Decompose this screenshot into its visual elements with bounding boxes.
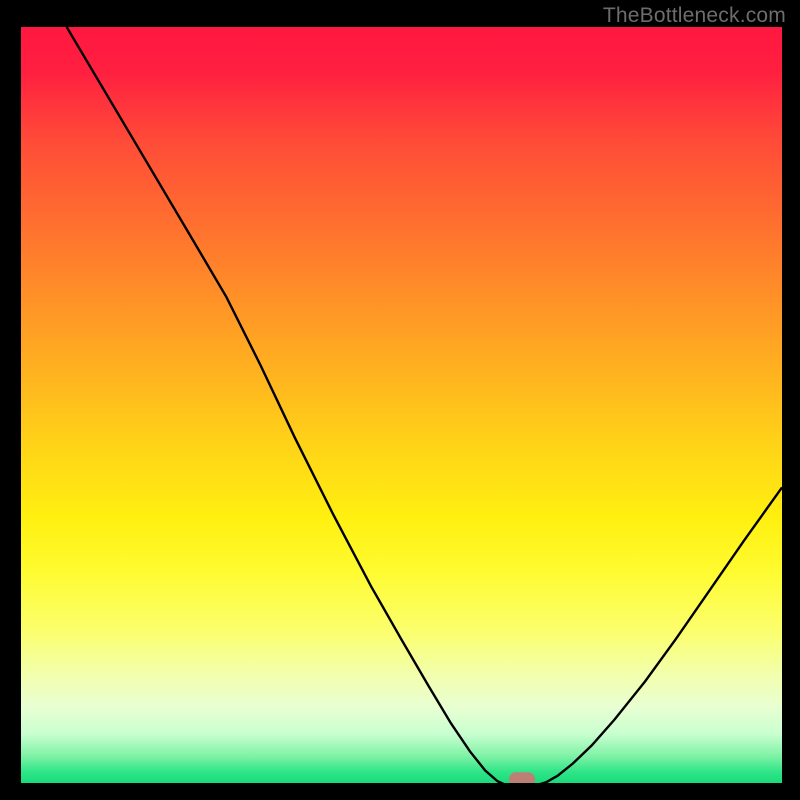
watermark-text: TheBottleneck.com [603,4,786,28]
curve-path [67,27,782,783]
chart-frame: TheBottleneck.com [0,0,800,800]
bottleneck-curve [21,27,782,783]
optimum-marker [509,772,535,783]
plot-area [21,27,782,783]
